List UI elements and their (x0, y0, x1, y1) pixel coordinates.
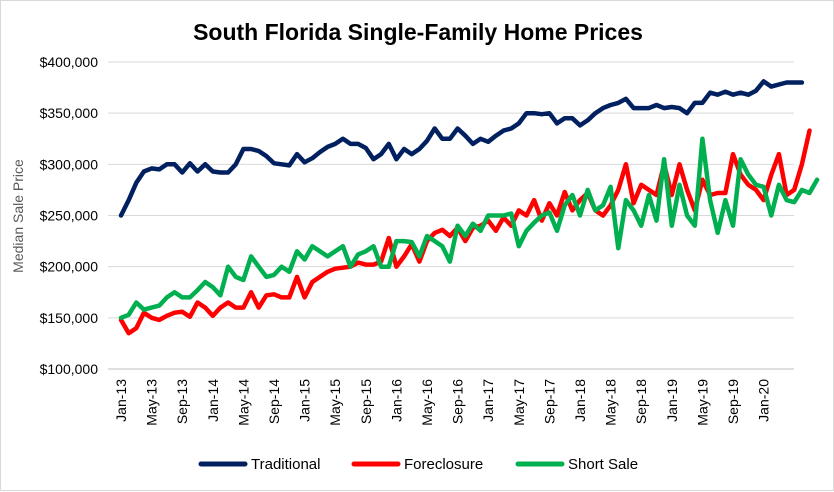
x-tick-label: Jan-18 (572, 379, 588, 422)
x-tick-label: May-17 (511, 379, 527, 426)
y-tick-label: $350,000 (40, 105, 99, 121)
y-tick-label: $300,000 (40, 156, 99, 172)
y-tick-label: $250,000 (40, 208, 99, 224)
x-tick-label: Sep-14 (266, 379, 282, 424)
x-tick-label: Sep-18 (633, 379, 649, 424)
y-tick-label: $100,000 (40, 361, 99, 377)
x-tick-label: May-13 (144, 379, 160, 426)
y-axis-tick-labels: $100,000 $150,000 $200,000 $250,000 $300,000… (40, 54, 99, 377)
x-tick-label: Jan-14 (205, 379, 221, 422)
y-tick-label: $150,000 (40, 310, 99, 326)
legend-label-short-sale: Short Sale (568, 456, 638, 473)
series-line-traditional (118, 79, 805, 218)
x-tick-label: Sep-16 (450, 379, 466, 424)
x-tick-label: Sep-13 (174, 379, 190, 424)
x-tick-label: Sep-15 (358, 379, 374, 424)
legend-label-foreclosure: Foreclosure (404, 456, 483, 473)
x-axis-tick-labels: Jan-13 May-13 Sep-13 Jan-14 May-14 Sep-14 Jan-… (113, 379, 772, 426)
x-tick-label: May-15 (327, 379, 343, 426)
x-tick-label: Jan-20 (756, 379, 772, 422)
y-tick-label: $400,000 (40, 54, 99, 70)
x-tick-label: Jan-15 (297, 379, 313, 422)
x-tick-label: Sep-19 (725, 379, 741, 424)
x-tick-label: May-19 (694, 379, 710, 426)
x-tick-label: Sep-17 (541, 379, 557, 424)
legend-label-traditional: Traditional (251, 456, 320, 473)
x-tick-label: May-14 (235, 379, 251, 426)
legend: Traditional Foreclosure Short Sale (198, 456, 638, 473)
x-tick-label: Jan-19 (664, 379, 680, 422)
y-tick-label: $200,000 (40, 259, 99, 275)
x-tick-label: Jan-16 (388, 379, 404, 422)
x-tick-label: Jan-13 (113, 379, 129, 422)
x-tick-label: May-16 (419, 379, 435, 426)
x-tick-label: May-18 (603, 379, 619, 426)
x-tick-label: Jan-17 (480, 379, 496, 422)
chart-title: South Florida Single-Family Home Prices (193, 19, 643, 45)
series-line-short-sale (118, 136, 820, 321)
series-lines (118, 79, 820, 336)
y-axis-title: Median Sale Price (10, 159, 26, 273)
